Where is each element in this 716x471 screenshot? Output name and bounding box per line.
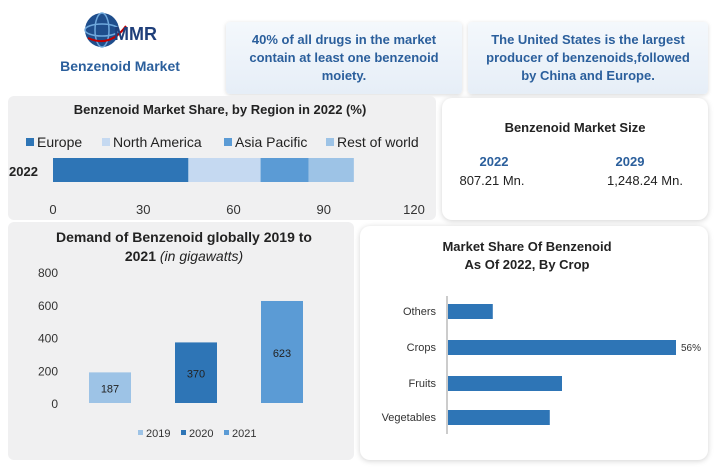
page-title: Benzenoid Market xyxy=(60,58,180,74)
demand-tick-label: 800 xyxy=(38,266,58,280)
logo: MMR xyxy=(80,8,180,56)
fact-box-producers: The United States is the largest produce… xyxy=(468,22,708,94)
region-share-bar xyxy=(188,158,261,182)
crop-data-label: 56% xyxy=(681,343,701,354)
market-size-card: Benzenoid Market Size 2022 2029 807.21 M… xyxy=(442,98,708,220)
demand-legend-swatch xyxy=(224,430,229,435)
demand-tick-label: 200 xyxy=(38,364,58,378)
market-size-year-2022: 2022 xyxy=(479,154,509,169)
demand-data-label: 623 xyxy=(273,348,291,360)
demand-title-line2: 2021 (in gigawatts) xyxy=(125,248,243,264)
demand-chart: Demand of Benzenoid globally 2019 to 202… xyxy=(38,229,312,440)
demand-tick-label: 600 xyxy=(38,299,58,313)
region-legend-swatch xyxy=(224,138,232,146)
crop-share-title-line2: As Of 2022, By Crop xyxy=(465,257,590,272)
demand-bar xyxy=(89,372,131,403)
demand-legend-swatch xyxy=(181,430,186,435)
region-share-tick-label: 0 xyxy=(49,202,56,217)
region-share-tick-label: 60 xyxy=(226,202,240,217)
demand-data-label: 370 xyxy=(187,369,205,381)
market-size-value-2022: 807.21 Mn. xyxy=(459,173,525,188)
market-size-value-2029: 1,248.24 Mn. xyxy=(607,173,683,188)
crop-category-label: Fruits xyxy=(409,378,437,390)
region-share-tick-label: 90 xyxy=(317,202,331,217)
crop-category-label: Others xyxy=(403,306,437,318)
region-legend-swatch xyxy=(26,138,34,146)
demand-tick-label: 0 xyxy=(51,397,58,411)
fact-text-producers: The United States is the largest produce… xyxy=(486,32,690,83)
crop-share-chart: Market Share Of Benzenoid As Of 2022, By… xyxy=(382,239,701,434)
region-share-bar xyxy=(308,158,354,182)
region-share-chart: Benzenoid Market Share, by Region in 202… xyxy=(9,102,425,217)
globe-logo-icon: MMR xyxy=(84,12,157,48)
fact-text-drugs: 40% of all drugs in the market contain a… xyxy=(249,32,439,83)
demand-bar xyxy=(175,342,217,403)
demand-tick-label: 400 xyxy=(38,332,58,346)
crop-share-title-line1: Market Share Of Benzenoid xyxy=(442,239,611,254)
demand-legend-label: 2020 xyxy=(189,428,213,440)
region-share-category-label: 2022 xyxy=(9,164,38,179)
demand-legend-swatch xyxy=(138,430,143,435)
region-legend-label: Asia Pacific xyxy=(235,134,307,150)
fact-box-drugs: 40% of all drugs in the market contain a… xyxy=(226,22,462,94)
demand-title-line1: Demand of Benzenoid globally 2019 to xyxy=(56,229,312,245)
region-legend-label: Europe xyxy=(37,134,82,150)
region-legend-label: Rest of world xyxy=(337,134,419,150)
region-share-title: Benzenoid Market Share, by Region in 202… xyxy=(74,102,367,117)
demand-legend-label: 2019 xyxy=(146,428,170,440)
region-legend-swatch xyxy=(102,138,110,146)
region-share-tick-label: 30 xyxy=(136,202,150,217)
crop-category-label: Crops xyxy=(407,342,437,354)
demand-data-label: 187 xyxy=(101,384,119,396)
region-share-bar xyxy=(260,158,309,182)
crop-category-label: Vegetables xyxy=(382,412,437,424)
region-legend-label: North America xyxy=(113,134,202,150)
market-size-title: Benzenoid Market Size xyxy=(504,120,646,135)
logo-text: MMR xyxy=(114,24,157,44)
crop-share-bar xyxy=(448,304,493,319)
market-size-year-2029: 2029 xyxy=(615,154,645,169)
region-legend-swatch xyxy=(326,138,334,146)
crop-share-bar xyxy=(448,376,562,391)
region-share-tick-label: 120 xyxy=(403,202,425,217)
crop-share-bar xyxy=(448,340,676,355)
demand-legend-label: 2021 xyxy=(232,428,256,440)
region-share-bar xyxy=(53,158,189,182)
demand-bar xyxy=(261,300,303,403)
crop-share-bar xyxy=(448,410,550,425)
